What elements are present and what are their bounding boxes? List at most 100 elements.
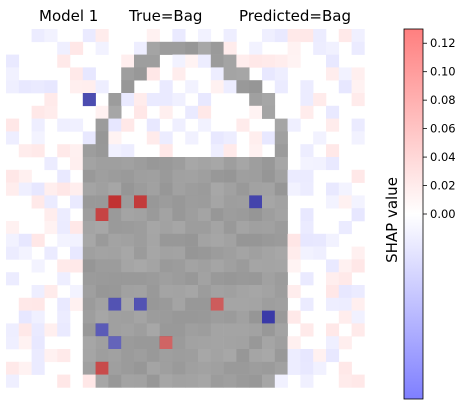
- heatmap-cell: [210, 349, 224, 363]
- heatmap-cell: [249, 285, 263, 299]
- heatmap-cell: [326, 105, 340, 119]
- heatmap-cell: [146, 272, 160, 286]
- heatmap-cell: [300, 374, 314, 388]
- heatmap-cell: [300, 169, 314, 183]
- heatmap-cell: [236, 67, 250, 81]
- heatmap-cell: [274, 349, 288, 363]
- heatmap-cell: [198, 169, 212, 183]
- heatmap-cell: [57, 144, 71, 158]
- heatmap-cell: [18, 246, 32, 260]
- heatmap-cell: [351, 80, 365, 94]
- colorbar-label: SHAP value: [383, 177, 401, 263]
- heatmap-cell: [326, 285, 340, 299]
- heatmap-cell: [210, 323, 224, 337]
- heatmap-cell: [262, 272, 276, 286]
- heatmap-cell: [300, 233, 314, 247]
- heatmap-cell: [185, 361, 199, 375]
- heatmap-cell: [210, 285, 224, 299]
- heatmap-cell: [121, 246, 135, 260]
- heatmap-cell: [223, 54, 237, 68]
- heatmap-cell: [146, 54, 160, 68]
- heatmap-cell: [82, 246, 96, 260]
- heatmap-cell: [95, 221, 109, 235]
- heatmap-cell: [134, 374, 148, 388]
- heatmap-cell: [326, 336, 340, 350]
- heatmap-cell: [95, 323, 109, 337]
- heatmap-cell: [351, 169, 365, 183]
- heatmap-cell: [236, 80, 250, 94]
- heatmap-cell: [82, 285, 96, 299]
- heatmap-cell: [95, 233, 109, 247]
- heatmap-cell: [300, 80, 314, 94]
- heatmap-cell: [351, 374, 365, 388]
- heatmap-cell: [198, 208, 212, 222]
- heatmap-cell: [198, 272, 212, 286]
- heatmap-cell: [121, 195, 135, 209]
- heatmap-cell: [108, 336, 122, 350]
- heatmap-cell: [6, 361, 20, 375]
- heatmap-cell: [146, 361, 160, 375]
- heatmap-cell: [262, 310, 276, 324]
- heatmap-cell: [82, 361, 96, 375]
- heatmap-cell: [249, 105, 263, 119]
- heatmap-cell: [6, 374, 20, 388]
- heatmap-cell: [70, 285, 84, 299]
- heatmap-cell: [249, 374, 263, 388]
- heatmap-cell: [274, 195, 288, 209]
- heatmap-cell: [172, 221, 186, 235]
- heatmap-cell: [262, 67, 276, 81]
- heatmap-cell: [146, 285, 160, 299]
- heatmap-cell: [300, 182, 314, 196]
- heatmap-cell: [146, 29, 160, 43]
- heatmap-cell: [6, 80, 20, 94]
- heatmap-cell: [121, 93, 135, 107]
- heatmap-cell: [249, 157, 263, 171]
- heatmap-cell: [274, 233, 288, 247]
- heatmap-cell: [70, 80, 84, 94]
- heatmap-cell: [236, 323, 250, 337]
- heatmap-cell: [198, 221, 212, 235]
- heatmap-cell: [326, 323, 340, 337]
- heatmap-cell: [121, 157, 135, 171]
- heatmap-cell: [44, 221, 58, 235]
- heatmap-cell: [338, 374, 352, 388]
- heatmap-cell: [262, 285, 276, 299]
- heatmap-cell: [6, 131, 20, 145]
- heatmap-cell: [249, 310, 263, 324]
- heatmap-cell: [236, 349, 250, 363]
- heatmap-cell: [249, 195, 263, 209]
- heatmap-cell: [31, 259, 45, 273]
- heatmap-cell: [274, 336, 288, 350]
- heatmap-cell: [146, 297, 160, 311]
- heatmap-cell: [172, 182, 186, 196]
- heatmap-cell: [31, 323, 45, 337]
- heatmap-cell: [313, 246, 327, 260]
- heatmap-cell: [185, 208, 199, 222]
- heatmap-cell: [82, 336, 96, 350]
- heatmap-cell: [236, 118, 250, 132]
- heatmap-cell: [172, 67, 186, 81]
- heatmap-cell: [95, 297, 109, 311]
- heatmap-cell: [326, 272, 340, 286]
- heatmap-cell: [134, 285, 148, 299]
- heatmap-cell: [172, 41, 186, 55]
- heatmap-cell: [185, 54, 199, 68]
- heatmap-cell: [210, 80, 224, 94]
- heatmap-cell: [198, 374, 212, 388]
- heatmap-cell: [185, 336, 199, 350]
- heatmap-cell: [95, 29, 109, 43]
- heatmap-cell: [198, 246, 212, 260]
- heatmap-cell: [44, 323, 58, 337]
- heatmap-cell: [338, 80, 352, 94]
- heatmap-cell: [18, 323, 32, 337]
- heatmap-cell: [300, 93, 314, 107]
- heatmap-cell: [95, 374, 109, 388]
- heatmap-cell: [223, 131, 237, 145]
- heatmap-cell: [351, 67, 365, 81]
- heatmap-cell: [134, 67, 148, 81]
- heatmap-cell: [185, 310, 199, 324]
- heatmap-cell: [262, 208, 276, 222]
- heatmap-cell: [31, 144, 45, 158]
